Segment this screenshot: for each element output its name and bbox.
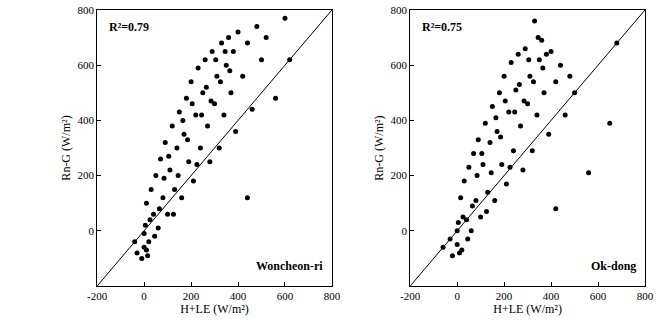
svg-text:-200: -200: [87, 290, 108, 302]
svg-text:Rn-G (W/m²): Rn-G (W/m²): [59, 115, 73, 180]
svg-text:200: 200: [496, 290, 513, 302]
svg-text:600: 600: [77, 59, 94, 71]
svg-text:600: 600: [390, 59, 407, 71]
svg-text:400: 400: [390, 114, 407, 126]
svg-text:0: 0: [88, 225, 94, 237]
svg-text:Ok-dong: Ok-dong: [591, 259, 636, 273]
svg-text:-200: -200: [400, 290, 421, 302]
svg-text:R²=0.75: R²=0.75: [422, 20, 462, 34]
svg-text:400: 400: [230, 290, 247, 302]
svg-text:Woncheon-ri: Woncheon-ri: [256, 259, 323, 273]
svg-text:0: 0: [401, 225, 407, 237]
svg-text:800: 800: [390, 4, 407, 16]
svg-text:200: 200: [77, 169, 94, 181]
svg-text:0: 0: [454, 290, 460, 302]
svg-text:600: 600: [590, 290, 607, 302]
svg-text:R²=0.79: R²=0.79: [109, 20, 149, 34]
svg-text:Rn-G (W/m²): Rn-G (W/m²): [372, 115, 386, 180]
svg-text:400: 400: [77, 114, 94, 126]
svg-text:0: 0: [141, 290, 147, 302]
svg-text:H+LE (W/m²): H+LE (W/m²): [493, 302, 562, 316]
svg-text:200: 200: [390, 169, 407, 181]
svg-text:600: 600: [277, 290, 294, 302]
svg-text:H+LE (W/m²): H+LE (W/m²): [180, 302, 249, 316]
svg-text:800: 800: [637, 290, 654, 302]
svg-text:800: 800: [324, 290, 341, 302]
svg-text:200: 200: [183, 290, 200, 302]
svg-text:400: 400: [543, 290, 560, 302]
svg-text:800: 800: [77, 4, 94, 16]
